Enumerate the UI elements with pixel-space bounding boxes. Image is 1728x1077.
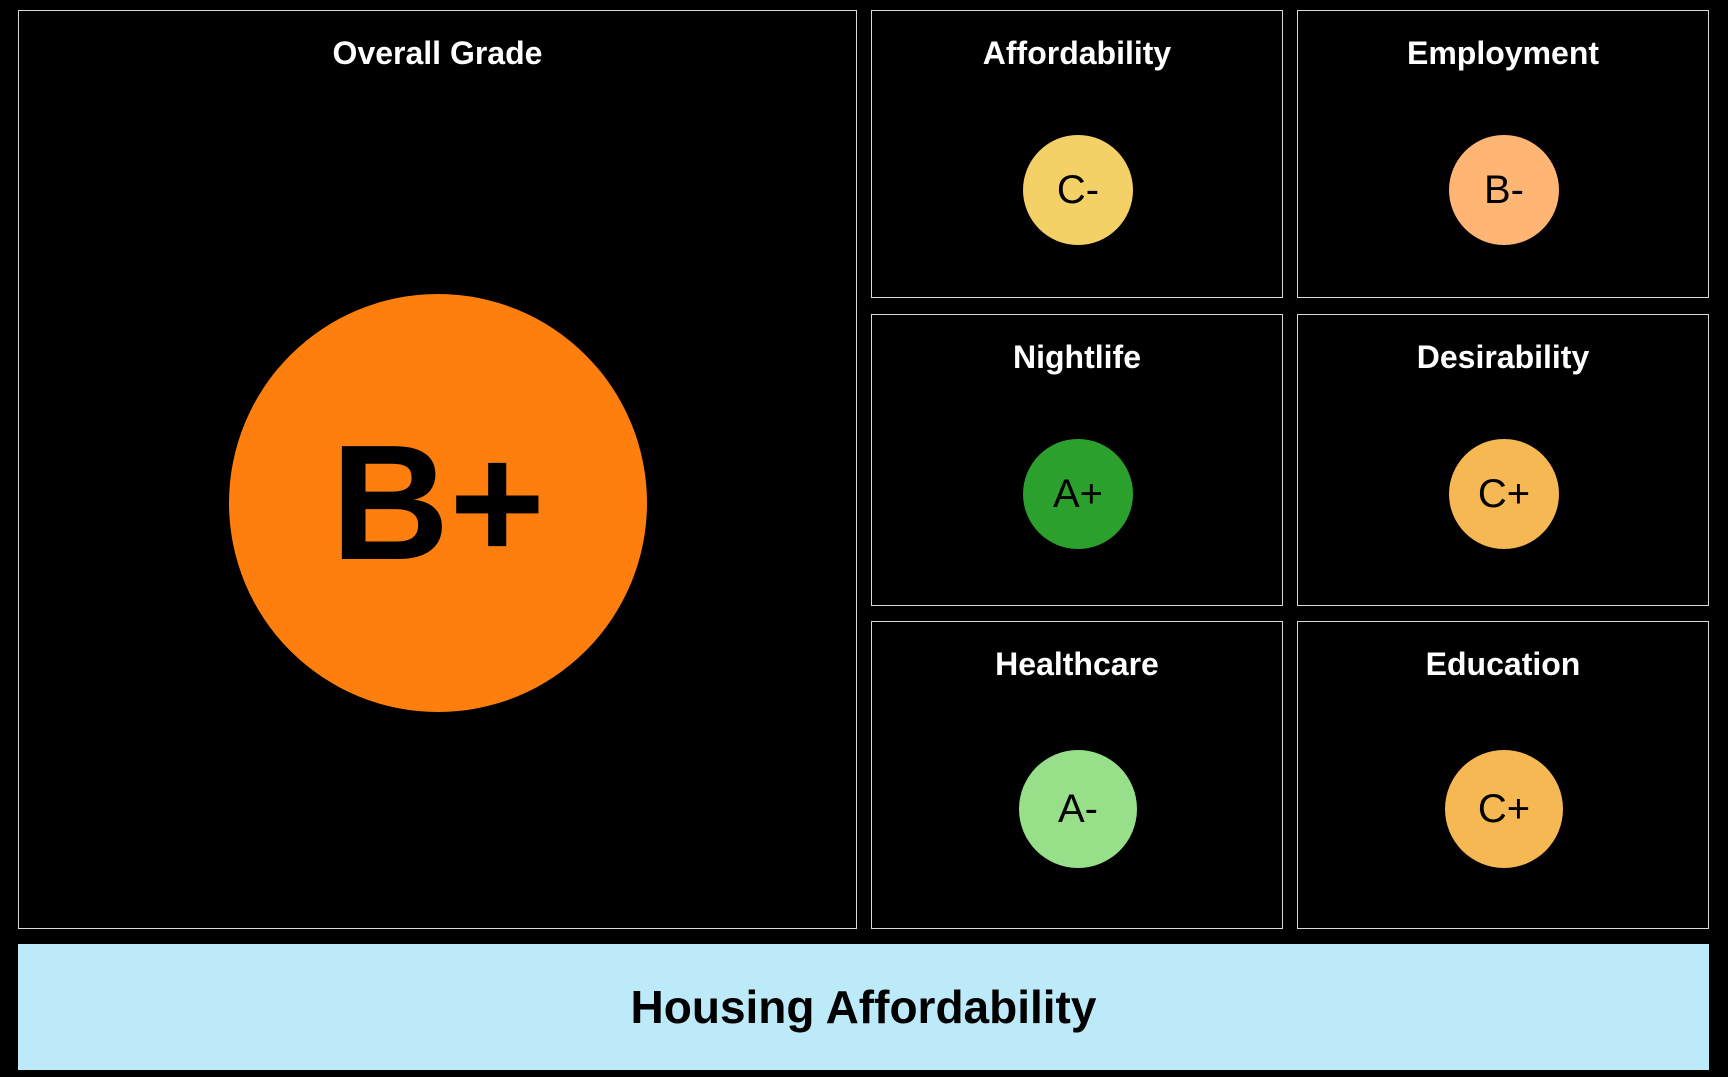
- nightlife-grade-circle: A+: [1023, 439, 1133, 549]
- desirability-card[interactable]: Desirability C+: [1297, 314, 1709, 606]
- affordability-title: Affordability: [982, 35, 1172, 71]
- employment-title: Employment: [1406, 35, 1600, 71]
- overall-grade-title: Overall Grade: [332, 35, 543, 71]
- education-grade-circle: C+: [1445, 750, 1563, 868]
- healthcare-title: Healthcare: [995, 646, 1159, 682]
- healthcare-card[interactable]: Healthcare A-: [871, 621, 1283, 929]
- overall-grade-panel: Overall Grade B+: [18, 10, 857, 929]
- employment-card[interactable]: Employment B-: [1297, 10, 1709, 298]
- employment-grade-circle: B-: [1449, 135, 1559, 245]
- desirability-grade-circle: C+: [1449, 439, 1559, 549]
- education-title: Education: [1425, 646, 1581, 682]
- nightlife-title: Nightlife: [1013, 339, 1141, 375]
- education-card[interactable]: Education C+: [1297, 621, 1709, 929]
- affordability-card[interactable]: Affordability C-: [871, 10, 1283, 298]
- healthcare-grade-circle: A-: [1019, 750, 1137, 868]
- affordability-grade-circle: C-: [1023, 135, 1133, 245]
- desirability-title: Desirability: [1416, 339, 1590, 375]
- overall-grade-circle: B+: [229, 294, 647, 712]
- housing-affordability-banner[interactable]: Housing Affordability: [18, 944, 1709, 1070]
- nightlife-card[interactable]: Nightlife A+: [871, 314, 1283, 606]
